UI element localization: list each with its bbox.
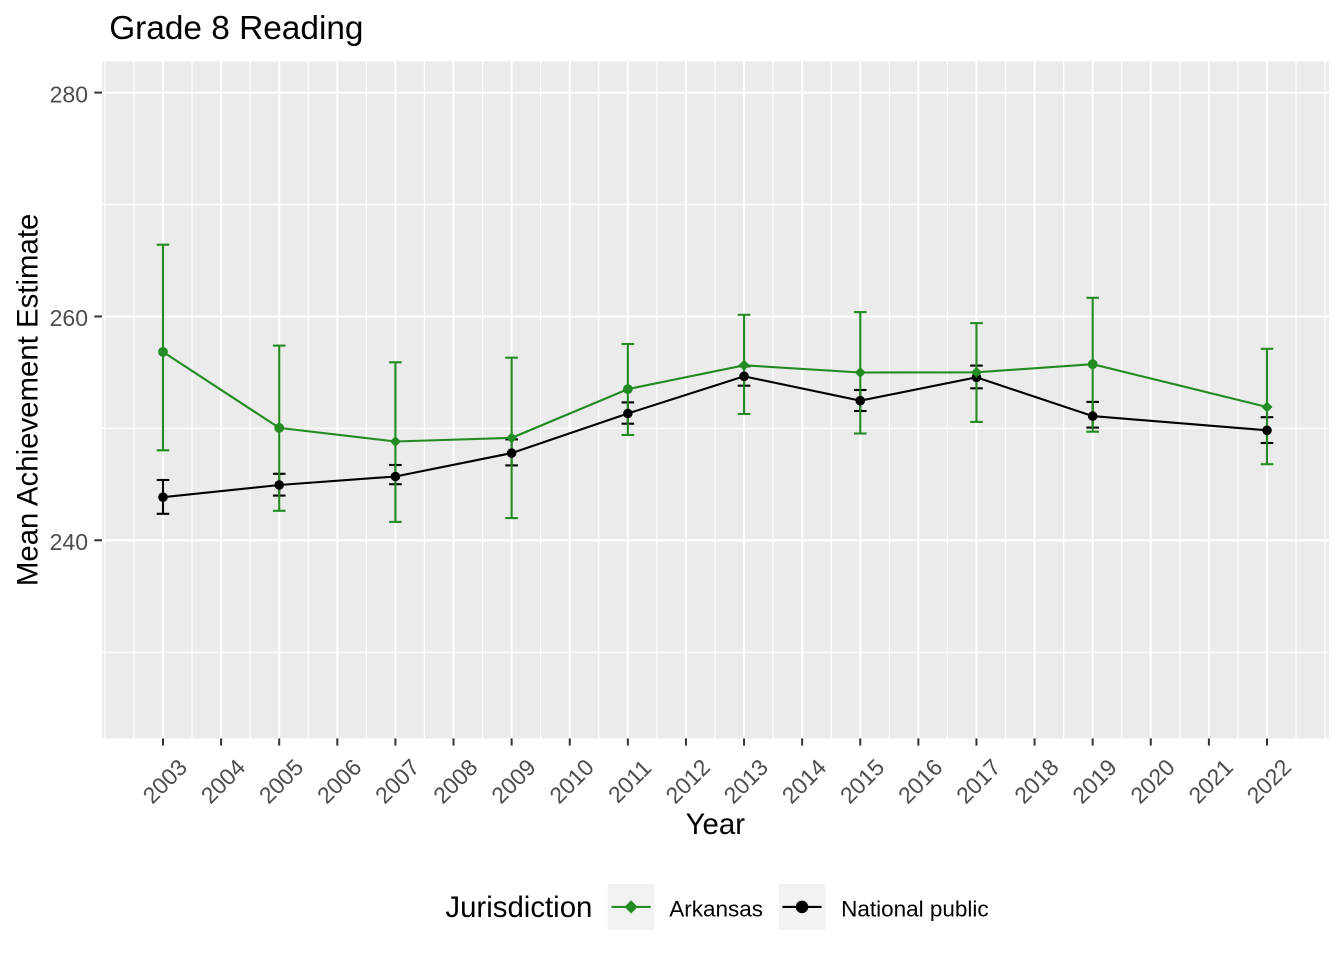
- svg-text:Grade 8 Reading: Grade 8 Reading: [109, 10, 363, 47]
- svg-text:Year: Year: [686, 808, 746, 841]
- svg-text:Arkansas: Arkansas: [669, 897, 763, 922]
- svg-text:240: 240: [50, 529, 88, 555]
- svg-text:280: 280: [50, 81, 88, 107]
- svg-text:National public: National public: [841, 897, 989, 922]
- svg-text:Jurisdiction: Jurisdiction: [445, 891, 592, 924]
- svg-text:260: 260: [50, 305, 88, 331]
- svg-text:Mean Achievement Estimate: Mean Achievement Estimate: [12, 214, 45, 586]
